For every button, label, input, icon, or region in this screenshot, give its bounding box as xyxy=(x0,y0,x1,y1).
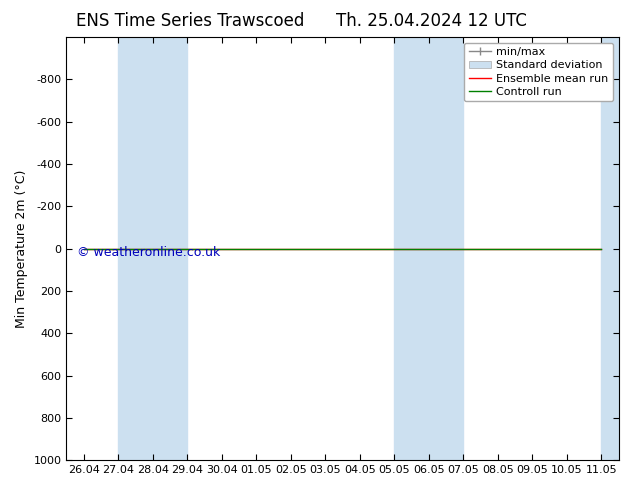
Bar xyxy=(601,37,622,460)
Text: Th. 25.04.2024 12 UTC: Th. 25.04.2024 12 UTC xyxy=(335,12,527,30)
Bar xyxy=(118,37,187,460)
Text: ENS Time Series Trawscoed: ENS Time Series Trawscoed xyxy=(76,12,304,30)
Bar xyxy=(394,37,463,460)
Y-axis label: Min Temperature 2m (°C): Min Temperature 2m (°C) xyxy=(15,170,28,328)
Legend: min/max, Standard deviation, Ensemble mean run, Controll run: min/max, Standard deviation, Ensemble me… xyxy=(464,43,613,101)
Text: © weatheronline.co.uk: © weatheronline.co.uk xyxy=(77,246,221,260)
